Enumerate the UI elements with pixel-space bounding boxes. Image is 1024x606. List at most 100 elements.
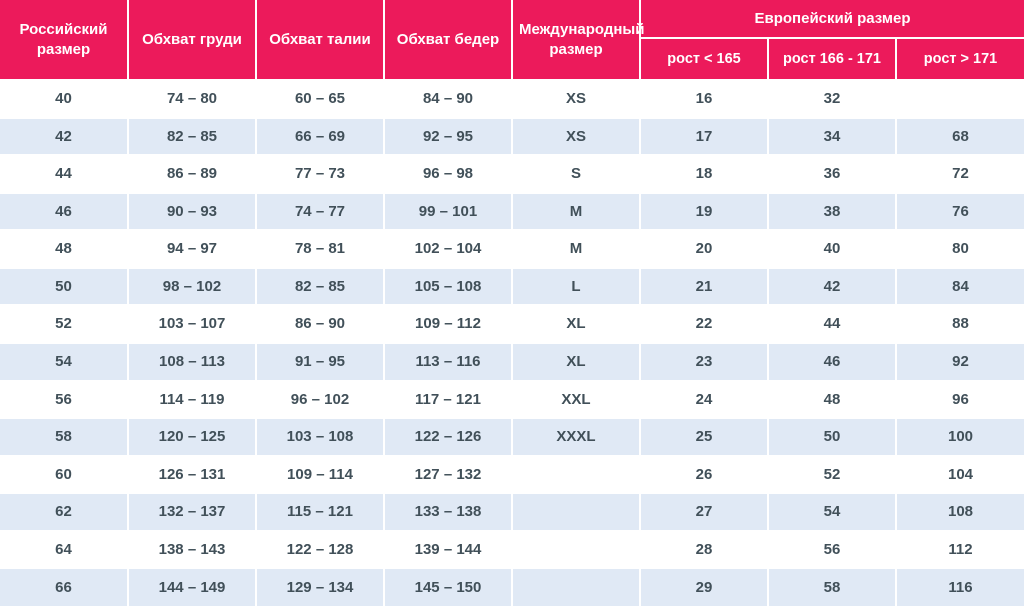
cell-waist: 77 – 73: [256, 155, 385, 194]
cell-eu-height-over-171: [896, 80, 1024, 119]
cell-russian-size: 64: [0, 530, 129, 570]
cell-chest: 144 – 149: [128, 568, 257, 606]
cell-waist: 103 – 108: [256, 418, 385, 457]
cell-chest: 132 – 137: [128, 493, 257, 532]
cell-international-size: XXXL: [512, 418, 641, 457]
cell-eu-height-166-171: 36: [768, 155, 897, 194]
cell-eu-height-over-171: 92: [896, 342, 1024, 382]
cell-international-size: XL: [512, 342, 641, 382]
cell-eu-height-over-171: 84: [896, 267, 1024, 307]
cell-international-size: M: [512, 230, 641, 269]
cell-eu-height-under-165: 29: [640, 568, 769, 606]
cell-russian-size: 42: [0, 117, 129, 157]
cell-hips: 96 – 98: [384, 155, 513, 194]
cell-russian-size: 50: [0, 267, 129, 307]
cell-eu-height-under-165: 26: [640, 455, 769, 495]
cell-eu-height-over-171: 76: [896, 192, 1024, 232]
cell-chest: 94 – 97: [128, 230, 257, 269]
cell-international-size: [512, 568, 641, 606]
cell-eu-height-166-171: 40: [768, 230, 897, 269]
table-row: 64 138 – 143 122 – 128 139 – 144 28 56 1…: [0, 530, 1024, 570]
cell-hips: 109 – 112: [384, 305, 513, 344]
cell-eu-height-166-171: 52: [768, 455, 897, 495]
cell-international-size: [512, 493, 641, 532]
cell-eu-height-under-165: 17: [640, 117, 769, 157]
cell-russian-size: 56: [0, 380, 129, 420]
size-table-header: Российский размер Обхват груди Обхват та…: [0, 0, 1024, 81]
cell-international-size: XXL: [512, 380, 641, 420]
cell-eu-height-over-171: 100: [896, 418, 1024, 457]
cell-eu-height-166-171: 34: [768, 117, 897, 157]
cell-russian-size: 40: [0, 80, 129, 119]
cell-eu-height-166-171: 56: [768, 530, 897, 570]
table-row: 40 74 – 80 60 – 65 84 – 90 XS 16 32: [0, 80, 1024, 119]
cell-international-size: [512, 530, 641, 570]
cell-waist: 122 – 128: [256, 530, 385, 570]
subcolumn-header-height-166-171: рост 166 - 171: [768, 38, 897, 81]
cell-russian-size: 66: [0, 568, 129, 606]
column-header-hips: Обхват бедер: [384, 0, 513, 81]
cell-chest: 114 – 119: [128, 380, 257, 420]
cell-chest: 82 – 85: [128, 117, 257, 157]
table-row: 42 82 – 85 66 – 69 92 – 95 XS 17 34 68: [0, 117, 1024, 157]
column-header-russian-size: Российский размер: [0, 0, 129, 81]
cell-hips: 117 – 121: [384, 380, 513, 420]
table-row: 52 103 – 107 86 – 90 109 – 112 XL 22 44 …: [0, 305, 1024, 344]
cell-russian-size: 52: [0, 305, 129, 344]
table-row: 46 90 – 93 74 – 77 99 – 101 M 19 38 76: [0, 192, 1024, 232]
cell-eu-height-under-165: 18: [640, 155, 769, 194]
cell-international-size: S: [512, 155, 641, 194]
cell-hips: 139 – 144: [384, 530, 513, 570]
cell-hips: 105 – 108: [384, 267, 513, 307]
cell-international-size: M: [512, 192, 641, 232]
column-header-international-size: Международный размер: [512, 0, 644, 81]
cell-eu-height-over-171: 88: [896, 305, 1024, 344]
cell-russian-size: 46: [0, 192, 129, 232]
table-row: 54 108 – 113 91 – 95 113 – 116 XL 23 46 …: [0, 342, 1024, 382]
cell-eu-height-under-165: 28: [640, 530, 769, 570]
cell-international-size: [512, 455, 641, 495]
cell-eu-height-under-165: 22: [640, 305, 769, 344]
table-row: 50 98 – 102 82 – 85 105 – 108 L 21 42 84: [0, 267, 1024, 307]
cell-hips: 145 – 150: [384, 568, 513, 606]
cell-hips: 127 – 132: [384, 455, 513, 495]
table-row: 58 120 – 125 103 – 108 122 – 126 XXXL 25…: [0, 418, 1024, 457]
cell-hips: 122 – 126: [384, 418, 513, 457]
cell-waist: 78 – 81: [256, 230, 385, 269]
cell-hips: 113 – 116: [384, 342, 513, 382]
cell-russian-size: 54: [0, 342, 129, 382]
cell-chest: 120 – 125: [128, 418, 257, 457]
cell-eu-height-over-171: 96: [896, 380, 1024, 420]
cell-eu-height-166-171: 54: [768, 493, 897, 532]
cell-eu-height-166-171: 58: [768, 568, 897, 606]
cell-eu-height-under-165: 20: [640, 230, 769, 269]
subcolumn-header-height-over-171: рост > 171: [896, 38, 1024, 81]
cell-eu-height-166-171: 46: [768, 342, 897, 382]
table-row: 66 144 – 149 129 – 134 145 – 150 29 58 1…: [0, 568, 1024, 606]
column-header-chest: Обхват груди: [128, 0, 257, 81]
size-table-body: 40 74 – 80 60 – 65 84 – 90 XS 16 32 42 8…: [0, 80, 1024, 606]
cell-waist: 91 – 95: [256, 342, 385, 382]
cell-eu-height-over-171: 116: [896, 568, 1024, 606]
cell-hips: 133 – 138: [384, 493, 513, 532]
cell-eu-height-under-165: 16: [640, 80, 769, 119]
cell-eu-height-under-165: 24: [640, 380, 769, 420]
cell-eu-height-under-165: 25: [640, 418, 769, 457]
subcolumn-header-height-under-165: рост < 165: [640, 38, 769, 81]
cell-russian-size: 58: [0, 418, 129, 457]
cell-russian-size: 48: [0, 230, 129, 269]
table-row: 60 126 – 131 109 – 114 127 – 132 26 52 1…: [0, 455, 1024, 495]
cell-chest: 98 – 102: [128, 267, 257, 307]
cell-hips: 99 – 101: [384, 192, 513, 232]
cell-chest: 126 – 131: [128, 455, 257, 495]
cell-eu-height-under-165: 19: [640, 192, 769, 232]
cell-waist: 66 – 69: [256, 117, 385, 157]
table-row: 56 114 – 119 96 – 102 117 – 121 XXL 24 4…: [0, 380, 1024, 420]
cell-hips: 102 – 104: [384, 230, 513, 269]
cell-international-size: XS: [512, 80, 641, 119]
cell-waist: 96 – 102: [256, 380, 385, 420]
cell-chest: 86 – 89: [128, 155, 257, 194]
cell-eu-height-166-171: 42: [768, 267, 897, 307]
